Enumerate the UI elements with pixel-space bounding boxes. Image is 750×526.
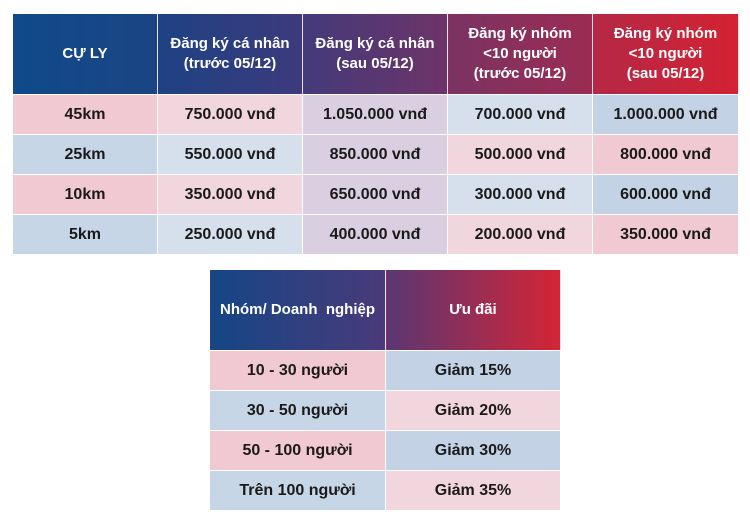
header-group-before: Đăng ký nhóm <10 người (trước 05/12)	[447, 13, 593, 95]
header-group-after: Đăng ký nhóm <10 người (sau 05/12)	[592, 13, 739, 95]
price-cell: 600.000 vnđ	[592, 174, 739, 215]
header-group-size: Nhóm/ Doanh nghiệp	[209, 269, 386, 351]
header-line: Đăng ký cá nhân	[170, 35, 290, 52]
price-cell: 500.000 vnđ	[447, 134, 593, 175]
header-line: Đăng ký nhóm	[468, 25, 572, 42]
header-individual-after: Đăng ký cá nhân (sau 05/12)	[302, 13, 448, 95]
price-cell: 1.050.000 vnđ	[302, 94, 448, 135]
distance-cell: 25km	[12, 134, 158, 175]
price-cell: 250.000 vnđ	[157, 214, 303, 255]
header-line: (sau 05/12)	[336, 55, 414, 72]
table-row: 5km 250.000 vnđ 400.000 vnđ 200.000 vnđ …	[12, 214, 739, 255]
discount-cell: Giảm 20%	[385, 390, 561, 431]
header-line: Đăng ký cá nhân	[315, 35, 435, 52]
price-cell: 700.000 vnđ	[447, 94, 593, 135]
price-cell: 400.000 vnđ	[302, 214, 448, 255]
header-line: <10 người	[628, 45, 703, 62]
group-size-cell: Trên 100 người	[209, 470, 386, 511]
distance-cell: 45km	[12, 94, 158, 135]
table-row: 45km 750.000 vnđ 1.050.000 vnđ 700.000 v…	[12, 94, 739, 135]
price-cell: 650.000 vnđ	[302, 174, 448, 215]
distance-cell: 5km	[12, 214, 158, 255]
price-cell: 850.000 vnđ	[302, 134, 448, 175]
price-cell: 350.000 vnđ	[157, 174, 303, 215]
price-table-header: CỰ LY Đăng ký cá nhân (trước 05/12) Đăng…	[12, 13, 739, 95]
price-cell: 350.000 vnđ	[592, 214, 739, 255]
table-row: Trên 100 người Giảm 35%	[209, 470, 561, 511]
header-line: (trước 05/12)	[473, 65, 567, 82]
discount-table: Nhóm/ Doanh nghiệp Ưu đãi 10 - 30 người …	[209, 269, 561, 511]
discount-cell: Giảm 15%	[385, 350, 561, 391]
table-row: 30 - 50 người Giảm 20%	[209, 390, 561, 431]
price-cell: 750.000 vnđ	[157, 94, 303, 135]
discount-table-header: Nhóm/ Doanh nghiệp Ưu đãi	[209, 269, 561, 351]
group-size-cell: 10 - 30 người	[209, 350, 386, 391]
header-individual-before: Đăng ký cá nhân (trước 05/12)	[157, 13, 303, 95]
header-line: <10 người	[483, 45, 557, 62]
header-line: (sau 05/12)	[626, 65, 705, 82]
discount-cell: Giảm 35%	[385, 470, 561, 511]
table-row: 50 - 100 người Giảm 30%	[209, 430, 561, 471]
price-cell: 1.000.000 vnđ	[592, 94, 739, 135]
header-distance: CỰ LY	[12, 13, 158, 95]
header-line: Đăng ký nhóm	[613, 25, 718, 42]
price-table: CỰ LY Đăng ký cá nhân (trước 05/12) Đăng…	[12, 13, 739, 255]
table-row: 10km 350.000 vnđ 650.000 vnđ 300.000 vnđ…	[12, 174, 739, 215]
price-cell: 300.000 vnđ	[447, 174, 593, 215]
price-cell: 800.000 vnđ	[592, 134, 739, 175]
distance-cell: 10km	[12, 174, 158, 215]
header-line: (trước 05/12)	[183, 55, 277, 72]
table-row: 25km 550.000 vnđ 850.000 vnđ 500.000 vnđ…	[12, 134, 739, 175]
group-size-cell: 50 - 100 người	[209, 430, 386, 471]
header-discount: Ưu đãi	[385, 269, 561, 351]
price-cell: 200.000 vnđ	[447, 214, 593, 255]
price-cell: 550.000 vnđ	[157, 134, 303, 175]
header-distance-label: CỰ LY	[62, 45, 108, 62]
group-size-cell: 30 - 50 người	[209, 390, 386, 431]
discount-cell: Giảm 30%	[385, 430, 561, 471]
table-row: 10 - 30 người Giảm 15%	[209, 350, 561, 391]
